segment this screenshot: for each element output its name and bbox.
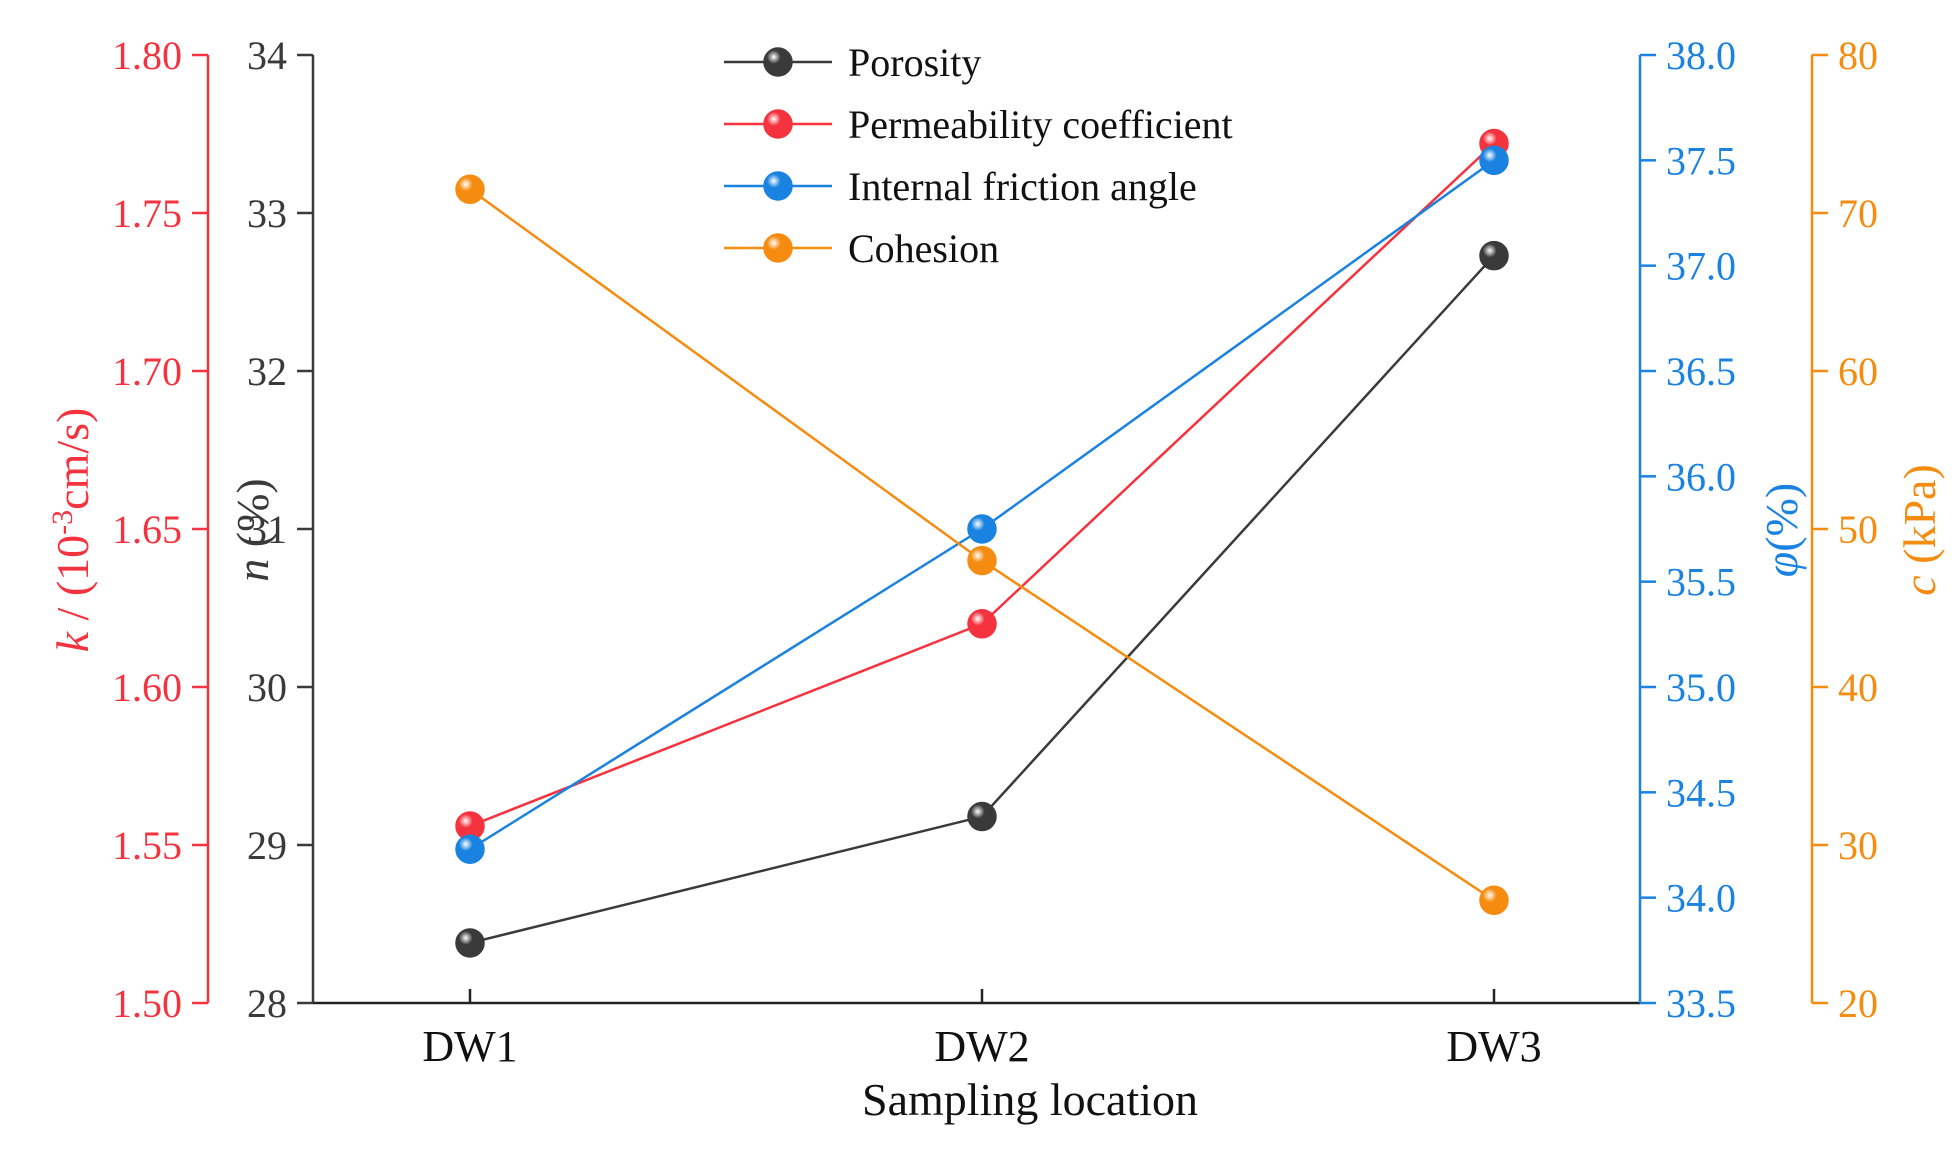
data-point-internal-friction-angle bbox=[1479, 145, 1509, 176]
data-point-permeability-coefficient bbox=[967, 609, 997, 639]
y-tick-label-k: 1.75 bbox=[112, 191, 182, 236]
x-tick-label: DW1 bbox=[422, 1022, 517, 1071]
y-tick-label-c: 60 bbox=[1838, 349, 1878, 394]
y-tick-label-n: 32 bbox=[247, 349, 287, 394]
y-axis-title-var-phi: φ bbox=[1756, 552, 1807, 577]
y-tick-label-phi: 37.5 bbox=[1666, 138, 1736, 183]
legend-marker bbox=[763, 109, 793, 139]
y-tick-label-n: 34 bbox=[247, 33, 287, 78]
y-tick-label-phi: 35.0 bbox=[1666, 665, 1736, 710]
legend-label: Cohesion bbox=[848, 226, 999, 271]
data-point-porosity bbox=[1479, 240, 1509, 271]
y-axis-title-text-n: (%) bbox=[227, 478, 278, 558]
y-tick-label-k: 1.80 bbox=[112, 33, 182, 78]
series-line-porosity bbox=[469, 254, 1495, 945]
y-tick-label-c: 30 bbox=[1838, 823, 1878, 868]
data-point-cohesion bbox=[1479, 885, 1509, 916]
y-tick-label-phi: 36.0 bbox=[1666, 454, 1736, 499]
y-tick-label-n: 31 bbox=[247, 507, 287, 552]
y-tick-label-n: 29 bbox=[247, 823, 287, 868]
y-tick-label-phi: 38.0 bbox=[1666, 33, 1736, 78]
y-tick-label-n: 33 bbox=[247, 191, 287, 236]
legend-label: Permeability coefficient bbox=[848, 102, 1233, 147]
x-tick-label: DW3 bbox=[1446, 1022, 1541, 1071]
x-tick-label: DW2 bbox=[934, 1022, 1029, 1071]
y-tick-label-phi: 34.0 bbox=[1666, 876, 1736, 921]
data-point-cohesion bbox=[967, 545, 997, 576]
y-axis-title-var-c: c bbox=[1894, 575, 1945, 595]
y-axis-title-tail-k: cm/s) bbox=[47, 408, 98, 510]
y-axis-title-n: n (%) bbox=[227, 478, 278, 581]
y-tick-label-phi: 35.5 bbox=[1666, 560, 1736, 605]
y-tick-label-phi: 34.5 bbox=[1666, 770, 1736, 815]
y-axis-title-text-k: / (10 bbox=[47, 535, 98, 632]
y-tick-label-k: 1.50 bbox=[112, 981, 182, 1026]
legend-label: Internal friction angle bbox=[848, 164, 1197, 209]
series-layer bbox=[455, 128, 1509, 958]
legend-marker bbox=[763, 47, 793, 77]
y-axis-title-text-phi: (%) bbox=[1756, 483, 1807, 552]
legend-marker bbox=[763, 171, 793, 201]
y-tick-label-phi: 36.5 bbox=[1666, 349, 1736, 394]
data-point-porosity bbox=[967, 801, 997, 832]
y-tick-label-c: 80 bbox=[1838, 33, 1878, 78]
legend: Porosity Permeability coefficient Internal… bbox=[724, 40, 1233, 271]
axes-layer: DW1 DW2 DW3 Sampling location 1.50 1.55 1.60 1.… bbox=[46, 33, 1946, 1125]
y-tick-label-phi: 37.0 bbox=[1666, 244, 1736, 289]
y-tick-label-n: 30 bbox=[247, 665, 287, 710]
y-axis-title-sup-k: -3 bbox=[46, 510, 79, 535]
y-tick-label-c: 70 bbox=[1838, 191, 1878, 236]
y-tick-label-phi: 33.5 bbox=[1666, 981, 1736, 1026]
series-line-cohesion bbox=[469, 188, 1495, 902]
data-point-cohesion bbox=[455, 174, 485, 205]
legend-label: Porosity bbox=[848, 40, 981, 85]
y-axis-title-var-k: k bbox=[47, 630, 98, 652]
y-axis-title-k: k / (10-3cm/s) bbox=[46, 408, 99, 653]
y-tick-label-c: 20 bbox=[1838, 981, 1878, 1026]
y-tick-label-k: 1.60 bbox=[112, 665, 182, 710]
data-point-internal-friction-angle bbox=[967, 514, 997, 544]
data-point-internal-friction-angle bbox=[455, 834, 485, 864]
y-tick-label-c: 40 bbox=[1838, 665, 1878, 710]
data-point-porosity bbox=[455, 928, 485, 958]
y-tick-label-c: 50 bbox=[1838, 507, 1878, 552]
x-axis-title: Sampling location bbox=[862, 1074, 1198, 1125]
y-tick-label-k: 1.55 bbox=[112, 823, 182, 868]
y-tick-label-k: 1.65 bbox=[112, 507, 182, 552]
y-axis-title-c: c (kPa) bbox=[1894, 464, 1945, 596]
y-axis-title-phi: φ(%) bbox=[1756, 483, 1807, 577]
y-axis-title-text-c: (kPa) bbox=[1894, 464, 1945, 575]
y-tick-label-k: 1.70 bbox=[112, 349, 182, 394]
y-tick-label-n: 28 bbox=[247, 981, 287, 1026]
y-axis-title-var-n: n bbox=[227, 559, 278, 582]
legend-marker bbox=[763, 233, 793, 263]
